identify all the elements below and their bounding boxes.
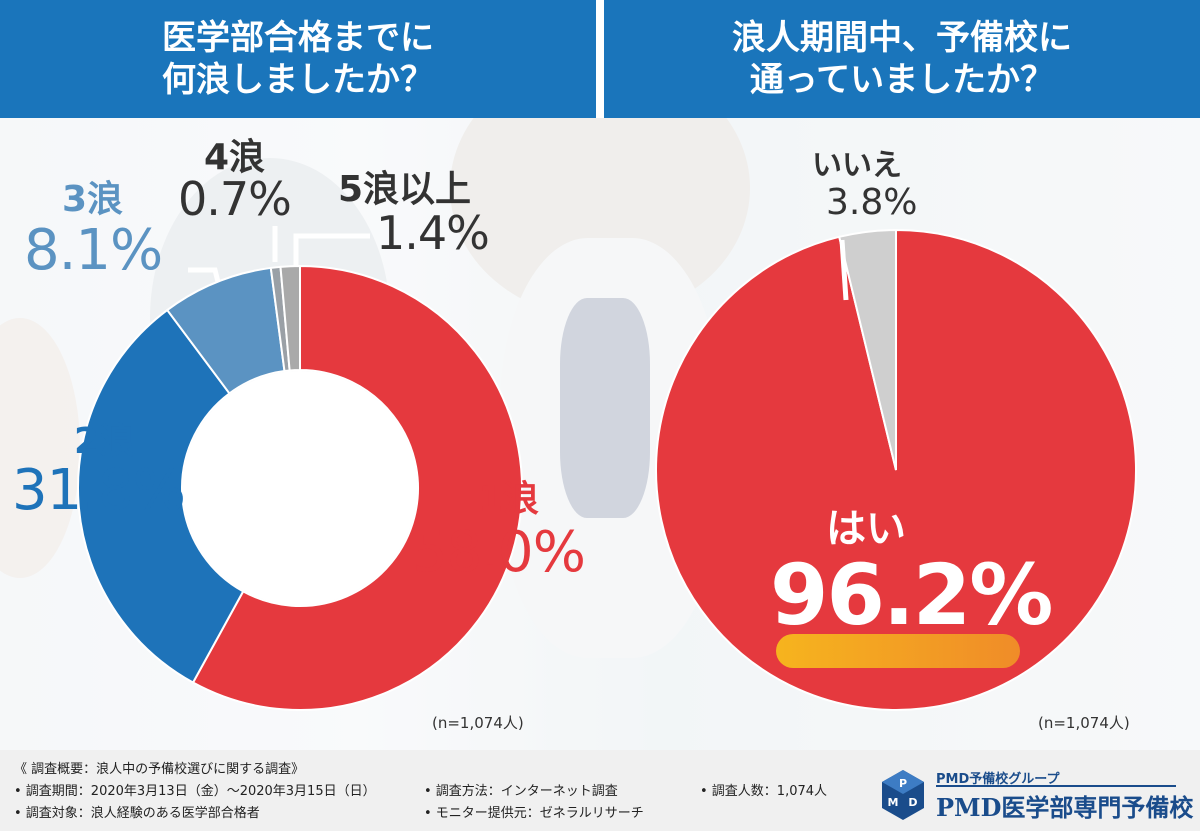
slice-label-yes: はい	[826, 506, 906, 552]
donut-slice-2	[77, 308, 245, 684]
survey-period: • 調査期間：2020年3月13日（金）～2020年3月15日（日）	[14, 784, 376, 799]
slice-label-3-ronin: 3浪	[62, 179, 124, 220]
right-chart-title: 浪人期間中、予備校に 通っていましたか？	[604, 0, 1200, 118]
pmd-logo-icon: P M D	[882, 770, 924, 820]
survey-summary-footer: 《 調査概要：浪人中の予備校選びに関する調査》 • 調査期間：2020年3月13…	[0, 750, 1200, 831]
left-title-line-2: 何浪しましたか？	[162, 60, 434, 100]
donut-slice-1	[191, 264, 523, 711]
right-title-line-1: 浪人期間中、予備校に	[732, 18, 1072, 58]
donut-slice-5	[279, 264, 301, 372]
survey-method: • 調査方法：インターネット調査	[424, 784, 618, 799]
survey-heading: 《 調査概要：浪人中の予備校選びに関する調査》	[14, 762, 305, 777]
slice-label-4-ronin: 4浪	[204, 137, 266, 178]
slice-label-5-plus-ronin: 5浪以上	[338, 169, 472, 210]
leader-no	[839, 239, 849, 301]
slice-label-no: いいえ	[812, 148, 902, 183]
slice-value-2-ronin: 31.8%	[12, 458, 186, 523]
slice-label-1-ronin: 1浪	[478, 479, 540, 520]
right-title-line-2: 通っていましたか？	[749, 60, 1055, 100]
left-chart-title: 医学部合格までに 何浪しましたか？	[0, 0, 596, 118]
pie-slice-2	[838, 228, 897, 471]
slice-value-1-ronin: 58.0%	[412, 520, 586, 585]
logo-letter-p: P	[899, 777, 907, 790]
logo-letter-d: D	[908, 796, 917, 809]
slice-label-2-ronin: 2浪	[74, 421, 136, 462]
left-title-line-1: 医学部合格までに	[162, 18, 434, 58]
left-sample-size: (n=1,074人)	[432, 714, 524, 732]
brand-group-name: PMD予備校グループ	[936, 772, 1060, 787]
slice-value-3-ronin: 8.1%	[24, 218, 163, 283]
leader-3-ronin	[188, 267, 221, 283]
slice-value-yes: 96.2%	[770, 546, 1053, 644]
survey-provider: • モニター提供元：ゼネラルリサーチ	[424, 806, 644, 821]
pie-chart-prep-school	[655, 228, 1137, 711]
leader-lines	[188, 226, 849, 301]
donut-center-hole	[183, 371, 417, 605]
survey-target: • 調査対象：浪人経験のある医学部合格者	[14, 806, 260, 821]
highlight-bar	[776, 634, 1020, 668]
donut-chart-rounds	[77, 264, 523, 711]
right-sample-size: (n=1,074人)	[1038, 714, 1130, 732]
survey-count: • 調査人数：1,074人	[700, 784, 828, 799]
leader-5-plus-ronin	[293, 233, 370, 266]
slice-value-4-ronin: 0.7%	[178, 172, 292, 226]
slice-value-no: 3.8%	[826, 182, 918, 223]
slice-value-5-plus-ronin: 1.4%	[376, 206, 490, 260]
brand-school-name: PMD医学部専門予備校	[936, 793, 1194, 822]
logo-letter-m: M	[888, 796, 899, 809]
charts-canvas	[77, 226, 1137, 711]
brand-divider	[936, 785, 1176, 787]
